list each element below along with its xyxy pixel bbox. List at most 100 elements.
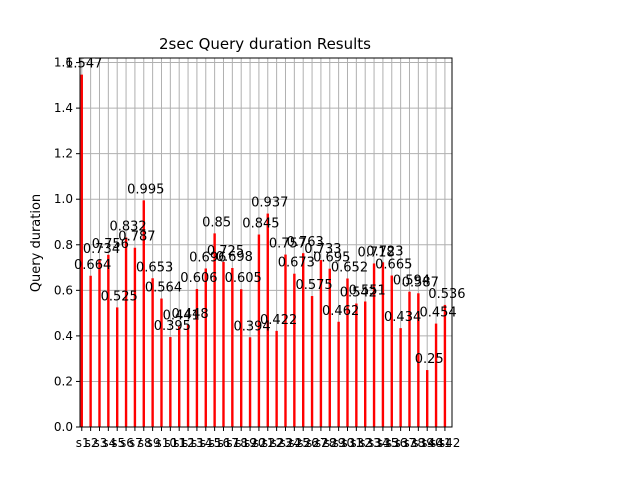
- data-label: 0.832: [109, 219, 146, 234]
- data-label: 0.525: [101, 289, 138, 304]
- axes: 0.00.20.40.60.81.01.21.41.6s1s2s3s4s5s6s…: [54, 56, 461, 450]
- x-tick-label: s39: [412, 436, 434, 450]
- data-label: 0.434: [384, 310, 421, 325]
- bar-s12: [178, 326, 181, 427]
- bar-s1: [80, 74, 83, 427]
- bar-s16: [213, 233, 216, 427]
- x-tick-label: s31: [341, 436, 363, 450]
- bar-s34: [372, 263, 376, 427]
- data-label: 0.422: [260, 313, 297, 328]
- x-tick-label: s18: [226, 436, 248, 450]
- bar-s26: [302, 253, 305, 427]
- x-tick-label: s12: [173, 436, 195, 450]
- data-label: 0.995: [127, 182, 164, 197]
- y-tick-label: 0.8: [54, 238, 73, 252]
- x-tick-label: s26: [297, 436, 319, 450]
- data-label: 0.757: [269, 237, 306, 252]
- y-axis-label: Query duration: [29, 194, 44, 292]
- bar-s5: [116, 307, 119, 427]
- bar-s17: [222, 261, 225, 427]
- bar-s9: [151, 278, 154, 427]
- data-label: 0.542: [340, 286, 377, 301]
- x-tick-label: s41: [430, 436, 452, 450]
- x-tick-label: s32: [350, 436, 372, 450]
- data-label: 1.547: [65, 57, 102, 72]
- data-label: 0.734: [83, 242, 120, 257]
- x-tick-label: s15: [200, 436, 222, 450]
- x-tick-label: s14: [191, 436, 213, 450]
- bar-s6: [124, 237, 128, 427]
- x-tick-label: s3: [93, 436, 107, 450]
- y-tick-label: 1.4: [54, 101, 73, 115]
- x-tick-label: s33: [359, 436, 381, 450]
- data-label: 0.845: [242, 217, 279, 232]
- data-label: 0.395: [154, 319, 191, 334]
- data-label: 0.25: [415, 352, 444, 367]
- data-label: 0.723: [366, 244, 403, 259]
- x-tick-label: s37: [395, 436, 417, 450]
- x-tick-label: s38: [403, 436, 425, 450]
- bar-s40: [426, 370, 429, 427]
- data-label: 0.665: [375, 258, 412, 273]
- x-tick-label: s9: [147, 436, 161, 450]
- data-label: 0.756: [92, 237, 129, 252]
- bar-s22: [266, 213, 269, 427]
- data-label: 0.725: [207, 244, 244, 259]
- data-label: 0.564: [145, 281, 182, 296]
- x-tick-label: s23: [271, 436, 293, 450]
- bar-s38: [408, 291, 411, 427]
- bar-s10: [160, 298, 163, 427]
- bar-s15: [204, 268, 207, 427]
- x-tick-label: s30: [333, 436, 355, 450]
- x-tick-label: s4: [102, 436, 116, 450]
- x-tick-label: s34: [368, 436, 390, 450]
- data-label: 0.85: [202, 215, 231, 230]
- data-label: 0.441: [163, 309, 200, 324]
- x-tick-label: s11: [164, 436, 186, 450]
- data-label: 0.653: [136, 260, 173, 275]
- x-tick-label: s25: [288, 436, 310, 450]
- bar-s3: [98, 259, 101, 427]
- data-label: 0.575: [295, 278, 332, 293]
- bar-s13: [186, 324, 190, 427]
- x-tick-label: s8: [138, 436, 152, 450]
- data-label: 0.605: [225, 271, 262, 286]
- bar-s18: [231, 268, 234, 427]
- x-tick-label: s1: [76, 436, 90, 450]
- bar-s42: [443, 304, 447, 427]
- y-tick-label: 1.0: [54, 192, 73, 206]
- bar-s21: [257, 234, 261, 427]
- plot-frame: [79, 57, 453, 428]
- data-label: 0.606: [180, 271, 217, 286]
- bar-s29: [328, 268, 331, 427]
- x-tick-label: s5: [111, 436, 125, 450]
- x-tick-label: s40: [421, 436, 443, 450]
- data-label: 0.448: [171, 307, 208, 322]
- data-label: 0.733: [304, 242, 341, 257]
- bar-s24: [284, 254, 287, 427]
- bars: [80, 74, 447, 427]
- data-label: 0.536: [428, 287, 465, 302]
- x-tick-label: s42: [439, 436, 461, 450]
- x-tick-label: s10: [155, 436, 177, 450]
- bar-s7: [133, 247, 137, 427]
- x-tick-label: s13: [182, 436, 204, 450]
- bar-s39: [417, 293, 420, 427]
- x-tick-label: s21: [253, 436, 275, 450]
- bar-s37: [399, 328, 402, 427]
- data-label: 0.696: [189, 250, 226, 265]
- x-tick-label: s29: [324, 436, 346, 450]
- data-label: 0.664: [74, 258, 111, 273]
- x-tick-label: s16: [209, 436, 231, 450]
- data-label: 0.763: [287, 235, 324, 250]
- bar-s23: [275, 330, 278, 427]
- data-label: 0.787: [118, 230, 155, 245]
- data-label: 0.462: [322, 304, 359, 319]
- data-label: 0.454: [419, 306, 456, 321]
- data-label: 0.551: [349, 283, 386, 298]
- data-label: 0.698: [216, 250, 253, 265]
- data-label: 0.673: [278, 256, 315, 271]
- bar-s2: [89, 275, 92, 427]
